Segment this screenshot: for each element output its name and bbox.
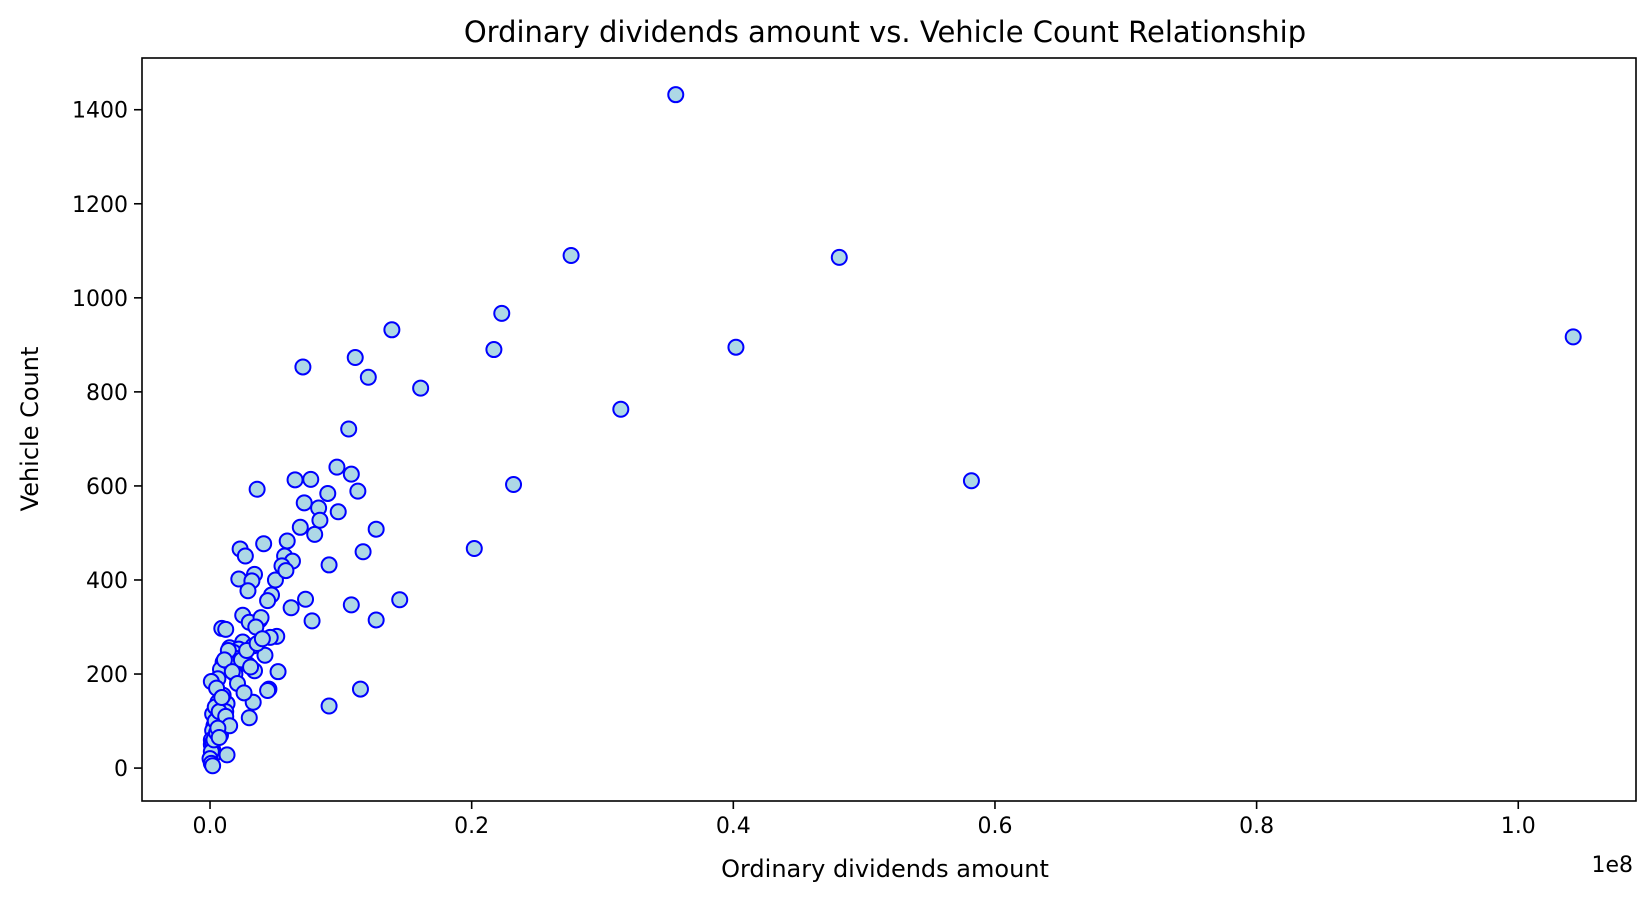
data-point [367, 611, 385, 629]
y-tick-label: 800 [86, 381, 128, 406]
data-point [277, 562, 295, 580]
x-axis-offset-label: 1e8 [1591, 853, 1633, 878]
data-point [493, 304, 511, 322]
data-point [295, 494, 313, 512]
chart-title: Ordinary dividends amount vs. Vehicle Co… [464, 15, 1306, 49]
data-point [612, 400, 630, 418]
data-point [367, 520, 385, 538]
data-point [727, 338, 745, 356]
data-point [342, 465, 360, 483]
data-point [320, 697, 338, 715]
data-point [210, 729, 228, 747]
data-point [465, 539, 483, 557]
data-point [256, 646, 274, 664]
data-point [213, 689, 231, 707]
data-point [351, 680, 369, 698]
data-point [830, 248, 848, 266]
y-axis: 0 200 400 600 800 1000 1200 1400 [72, 99, 142, 782]
y-tick-label: 0 [114, 757, 128, 782]
data-point [562, 247, 580, 265]
data-point [346, 349, 364, 367]
plot-frame [141, 57, 1637, 802]
data-point [1564, 328, 1582, 346]
data-point [328, 458, 346, 476]
data-point [215, 651, 233, 669]
data-point [291, 518, 309, 536]
data-point [255, 535, 273, 553]
data-point [302, 470, 320, 488]
x-tick-label: 1.0 [1501, 814, 1536, 839]
y-tick-label: 1000 [72, 287, 128, 312]
data-point [240, 709, 258, 727]
data-point [286, 471, 304, 489]
data-point [412, 379, 430, 397]
data-point [359, 368, 377, 386]
data-point [236, 547, 254, 565]
data-point [340, 420, 358, 438]
data-point [311, 511, 329, 529]
data-point [266, 571, 284, 589]
plot-area: 0.0 0.2 0.4 0.6 0.8 1.0 0 200 400 600 800 1000 1200 1… [72, 57, 1637, 839]
data-point [391, 591, 409, 609]
data-point [306, 525, 324, 543]
data-point [269, 663, 287, 681]
data-point [239, 582, 257, 600]
data-point [253, 630, 271, 648]
y-tick-label: 200 [86, 663, 128, 688]
data-point [485, 341, 503, 359]
data-point [259, 592, 277, 610]
data-point [505, 476, 523, 494]
y-tick-label: 400 [86, 569, 128, 594]
data-point [259, 681, 277, 699]
data-point [354, 543, 372, 561]
y-tick-label: 600 [86, 475, 128, 500]
data-point [242, 658, 260, 676]
x-tick-label: 0.4 [716, 814, 751, 839]
y-tick-label: 1200 [72, 193, 128, 218]
data-point [282, 599, 300, 617]
data-point [278, 532, 296, 550]
data-point [294, 358, 312, 376]
data-point [248, 480, 266, 498]
y-axis-label: Vehicle Count [16, 347, 44, 512]
x-tick-label: 0.8 [1239, 814, 1274, 839]
data-point [319, 484, 337, 502]
data-point [329, 503, 347, 521]
data-point [204, 757, 222, 775]
data-point [342, 596, 360, 614]
x-tick-label: 0.0 [193, 814, 228, 839]
y-tick-label: 1400 [72, 99, 128, 124]
x-tick-label: 0.6 [977, 814, 1012, 839]
x-tick-label: 0.2 [454, 814, 489, 839]
data-point [962, 472, 980, 490]
data-point [349, 482, 367, 500]
data-point [320, 556, 338, 574]
x-axis-label: Ordinary dividends amount [721, 855, 1049, 883]
data-point [297, 590, 315, 608]
data-point [218, 746, 236, 764]
data-point [217, 620, 235, 638]
x-axis: 0.0 0.2 0.4 0.6 0.8 1.0 [193, 801, 1536, 839]
data-point [235, 684, 253, 702]
data-point [667, 86, 685, 104]
data-points [201, 86, 1582, 775]
data-point [383, 321, 401, 339]
data-point [303, 612, 321, 630]
